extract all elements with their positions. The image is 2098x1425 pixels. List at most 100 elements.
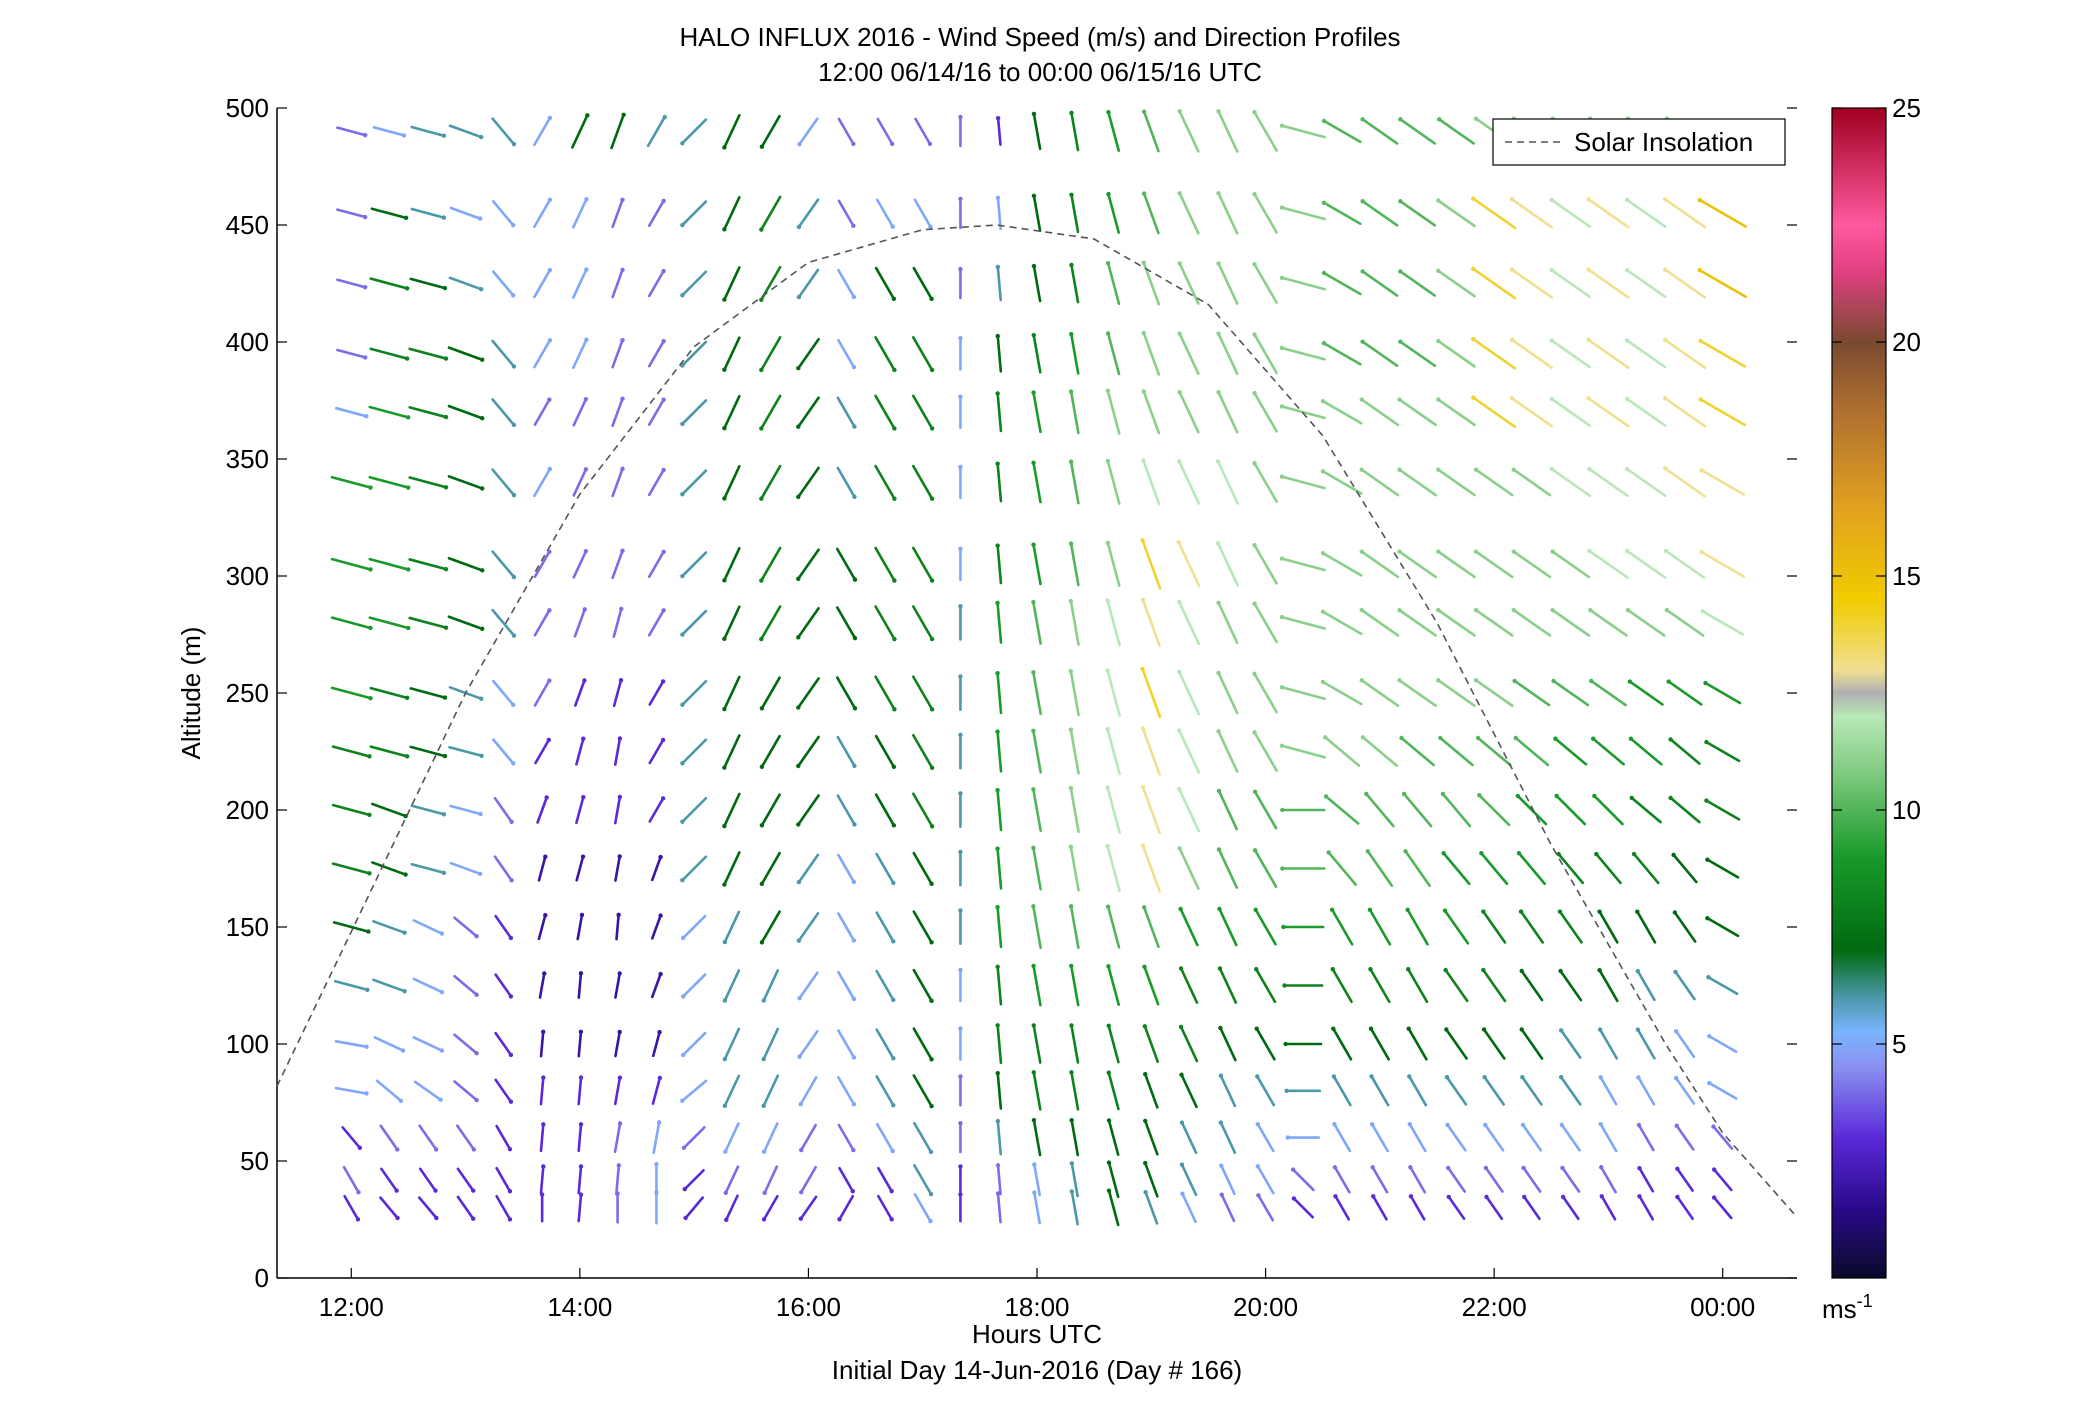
- wind-vector: [447, 475, 485, 491]
- wind-vector-shaft: [1360, 398, 1400, 427]
- wind-vector-shaft: [1510, 268, 1554, 299]
- wind-vector: [680, 609, 708, 637]
- wind-vector-shaft: [682, 1126, 706, 1150]
- wind-vector-head: [851, 1055, 857, 1060]
- wind-vector: [1105, 458, 1121, 506]
- wind-vector-shaft: [1069, 905, 1080, 949]
- wind-vector-head: [1360, 199, 1365, 204]
- wind-vector: [1031, 787, 1042, 832]
- wind-vector-shaft: [449, 206, 482, 220]
- wind-vector-head: [508, 994, 514, 999]
- wind-vector-head: [1332, 1165, 1338, 1170]
- wind-vector-shaft: [1069, 669, 1080, 717]
- wind-vector: [491, 339, 517, 369]
- wind-vector-shaft: [647, 550, 665, 579]
- wind-vector: [1549, 267, 1592, 299]
- wind-vector-head: [1068, 669, 1074, 674]
- wind-vector: [1397, 549, 1437, 579]
- wind-vector: [1666, 679, 1703, 706]
- wind-vector-head: [1398, 199, 1403, 204]
- wind-vector: [1516, 851, 1546, 886]
- wind-vector-head: [761, 1056, 766, 1062]
- wind-vector: [1068, 598, 1080, 646]
- wind-vector: [958, 967, 963, 1003]
- wind-vector-head: [1711, 1167, 1717, 1172]
- wind-vector: [912, 1074, 934, 1109]
- wind-vector: [1140, 843, 1161, 893]
- wind-vector-shaft: [1321, 551, 1363, 577]
- wind-vector: [1471, 336, 1517, 370]
- wind-vector: [539, 1122, 546, 1153]
- wind-vector-shaft: [1707, 1034, 1738, 1054]
- wind-vector-shaft: [418, 1167, 437, 1192]
- wind-vector-head: [1516, 851, 1522, 856]
- wind-vector-head: [1031, 263, 1037, 269]
- wind-vector-head: [616, 912, 621, 918]
- wind-vector-shaft: [647, 398, 665, 426]
- wind-vector: [1216, 600, 1239, 645]
- wind-vector-head: [722, 496, 727, 501]
- wind-vector: [1359, 549, 1400, 579]
- wind-vector-shaft: [996, 965, 1003, 1006]
- wind-vector: [680, 551, 708, 579]
- wind-vector-head: [1675, 1194, 1680, 1200]
- wind-vector: [995, 1070, 1003, 1110]
- wind-vector-shaft: [681, 796, 708, 824]
- wind-vector-head: [1553, 736, 1558, 741]
- wind-vector-head: [1477, 792, 1482, 798]
- wind-vector-shaft: [1217, 601, 1239, 645]
- wind-vector-shaft: [615, 913, 620, 941]
- wind-vector-head: [1443, 967, 1448, 973]
- wind-vector-head: [507, 1189, 513, 1194]
- wind-vector-shaft: [1253, 731, 1278, 772]
- wind-vector-shaft: [1360, 679, 1400, 707]
- wind-vector: [874, 734, 897, 770]
- wind-vector-shaft: [1625, 339, 1667, 369]
- wind-vector: [647, 549, 666, 579]
- wind-vector-head: [851, 879, 857, 885]
- wind-vector-head: [1217, 966, 1223, 971]
- wind-vector-shaft: [1070, 1024, 1080, 1064]
- wind-vector-shaft: [797, 853, 820, 884]
- wind-vector-shaft: [1447, 1195, 1466, 1220]
- wind-vector-head: [722, 765, 727, 770]
- wind-vector: [1031, 599, 1042, 645]
- wind-vector: [1522, 1194, 1541, 1220]
- wind-vector-head: [547, 115, 553, 121]
- wind-vector: [372, 920, 407, 935]
- wind-vector-shaft: [796, 794, 820, 826]
- wind-vector-head: [1140, 843, 1146, 848]
- wind-vector: [491, 398, 517, 428]
- wind-vector-head: [1142, 964, 1147, 970]
- wind-vector: [1252, 601, 1278, 644]
- wind-vector: [995, 543, 1003, 585]
- wind-vector-shaft: [1361, 118, 1399, 145]
- wind-vector-shaft: [1698, 268, 1747, 299]
- wind-vector-head: [680, 140, 685, 146]
- wind-vector: [611, 548, 625, 580]
- wind-vector-head: [958, 394, 963, 399]
- wind-vector-shaft: [1510, 396, 1554, 428]
- wind-vector-head: [1550, 549, 1555, 554]
- wind-vector-shaft: [1253, 192, 1278, 234]
- wind-vector-shaft: [573, 607, 587, 638]
- wind-vector-head: [1069, 1117, 1074, 1123]
- wind-vector-head: [958, 674, 963, 679]
- wind-vector-head: [1031, 390, 1036, 395]
- wind-vector-shaft: [1322, 119, 1362, 144]
- wind-vector-shaft: [914, 117, 932, 146]
- wind-vector: [368, 405, 411, 420]
- wind-vector-head: [1332, 1121, 1337, 1127]
- wind-vector-shaft: [1106, 459, 1121, 506]
- wind-vector-head: [1436, 268, 1441, 274]
- wind-vector-shaft: [760, 910, 781, 944]
- wind-vector-head: [1560, 1165, 1565, 1171]
- wind-vector-head: [544, 795, 549, 800]
- wind-vector-shaft: [1106, 844, 1121, 893]
- wind-vector: [1069, 1117, 1080, 1157]
- wind-vector: [331, 862, 372, 876]
- wind-vector-head: [617, 1075, 623, 1080]
- wind-vector: [958, 1026, 963, 1061]
- wind-vector-shaft: [874, 675, 896, 711]
- wind-vector-shaft: [1106, 332, 1121, 376]
